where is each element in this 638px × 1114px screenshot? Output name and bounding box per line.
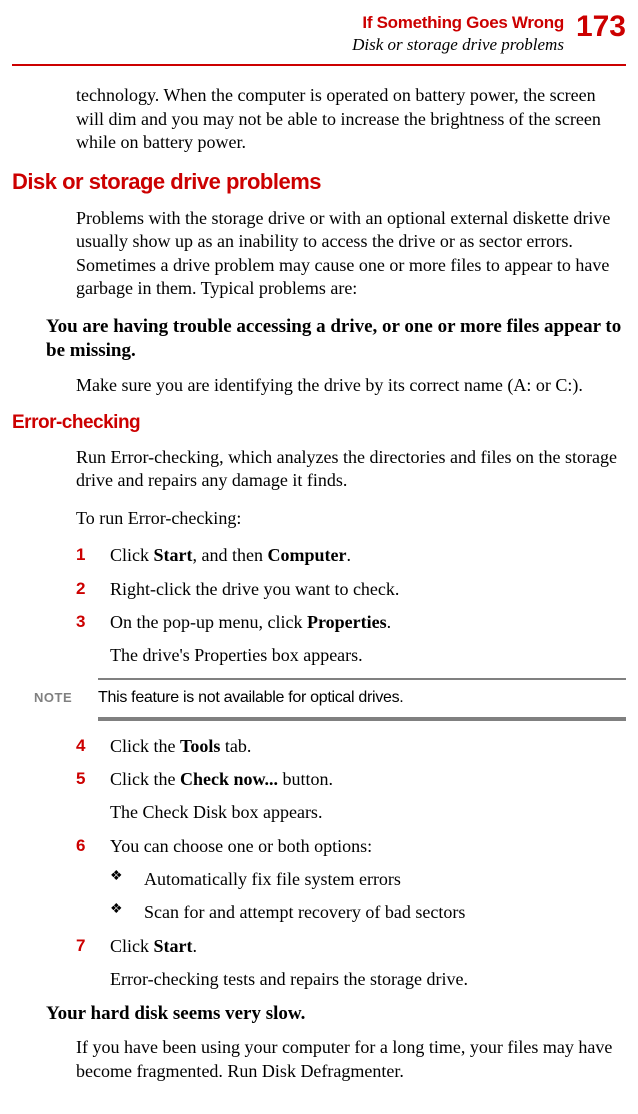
error-checking-intro: Run Error-checking, which analyzes the d… bbox=[76, 446, 626, 493]
step-body: Click Start. bbox=[110, 935, 626, 958]
step-6: 6 You can choose one or both options: bbox=[76, 835, 626, 858]
step-body: Right-click the drive you want to check. bbox=[110, 578, 626, 601]
step-5-note: The Check Disk box appears. bbox=[110, 801, 626, 824]
step-body: You can choose one or both options: bbox=[110, 835, 626, 858]
step-body: On the pop-up menu, click Properties. bbox=[110, 611, 626, 634]
problem1-title: You are having trouble accessing a drive… bbox=[46, 315, 626, 364]
step-number: 4 bbox=[76, 735, 110, 758]
step-1: 1 Click Start, and then Computer. bbox=[76, 544, 626, 567]
page-content-continued: 4 Click the Tools tab. 5 Click the Check… bbox=[0, 735, 638, 1084]
step-4: 4 Click the Tools tab. bbox=[76, 735, 626, 758]
step-number: 6 bbox=[76, 835, 110, 858]
header-chapter-title: If Something Goes Wrong bbox=[352, 12, 564, 34]
step-number: 5 bbox=[76, 768, 110, 791]
to-run-label: To run Error-checking: bbox=[76, 507, 626, 530]
note-content: NOTE This feature is not available for o… bbox=[12, 680, 626, 717]
step-number: 2 bbox=[76, 578, 110, 601]
step-body: Click the Tools tab. bbox=[110, 735, 626, 758]
step-6-bullet-1: ❖ Automatically fix file system errors bbox=[110, 868, 626, 891]
section1-intro: Problems with the storage drive or with … bbox=[76, 207, 626, 301]
note-label: NOTE bbox=[12, 688, 98, 709]
step-6-bullet-2: ❖ Scan for and attempt recovery of bad s… bbox=[110, 901, 626, 924]
bullet-icon: ❖ bbox=[110, 901, 144, 924]
bullet-text: Scan for and attempt recovery of bad sec… bbox=[144, 901, 465, 924]
step-7: 7 Click Start. bbox=[76, 935, 626, 958]
intro-continuation-text: technology. When the computer is operate… bbox=[76, 84, 626, 154]
problem1-body: Make sure you are identifying the drive … bbox=[76, 374, 626, 397]
page-content: technology. When the computer is operate… bbox=[0, 66, 638, 668]
page-header: If Something Goes Wrong Disk or storage … bbox=[0, 0, 638, 56]
subsection-heading-error-checking: Error-checking bbox=[12, 411, 626, 436]
step-3-note: The drive's Properties box appears. bbox=[110, 644, 626, 667]
note-text: This feature is not available for optica… bbox=[98, 688, 626, 709]
bullet-icon: ❖ bbox=[110, 868, 144, 891]
step-body: Click Start, and then Computer. bbox=[110, 544, 626, 567]
step-number: 3 bbox=[76, 611, 110, 634]
problem2-title: Your hard disk seems very slow. bbox=[46, 1002, 626, 1027]
header-subtitle: Disk or storage drive problems bbox=[352, 34, 564, 56]
step-body: Click the Check now... button. bbox=[110, 768, 626, 791]
step-number: 1 bbox=[76, 544, 110, 567]
problem2-body: If you have been using your computer for… bbox=[76, 1036, 626, 1083]
header-text-block: If Something Goes Wrong Disk or storage … bbox=[352, 12, 564, 56]
step-5: 5 Click the Check now... button. bbox=[76, 768, 626, 791]
section-heading-disk-problems: Disk or storage drive problems bbox=[12, 168, 626, 197]
step-7-note: Error-checking tests and repairs the sto… bbox=[110, 968, 626, 991]
note-box: NOTE This feature is not available for o… bbox=[12, 678, 626, 721]
step-number: 7 bbox=[76, 935, 110, 958]
note-rule-bottom bbox=[98, 717, 626, 721]
page-number: 173 bbox=[576, 12, 626, 42]
bullet-text: Automatically fix file system errors bbox=[144, 868, 401, 891]
step-3: 3 On the pop-up menu, click Properties. bbox=[76, 611, 626, 634]
step-2: 2 Right-click the drive you want to chec… bbox=[76, 578, 626, 601]
